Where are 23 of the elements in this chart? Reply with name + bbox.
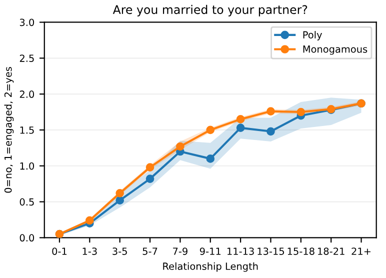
y-tick-label: 0.5 — [20, 198, 34, 206]
x-axis-title: Relationship Length — [163, 262, 258, 272]
x-tick-label: 5-7 — [142, 248, 158, 255]
chart-title: Are you married to your partner? — [112, 4, 308, 16]
x-tick-label: 11-13 — [227, 248, 254, 255]
legend-label: Poly — [303, 30, 322, 40]
x-tick-label: 9-11 — [200, 248, 221, 255]
x-tick-label: 3-5 — [112, 248, 127, 255]
y-tick-label: 1.5 — [20, 126, 34, 134]
y-tick-label: 2.0 — [20, 90, 34, 98]
x-tick-label: 15-18 — [288, 248, 314, 255]
x-tick-label: 21+ — [352, 248, 370, 255]
y-tick-label: 3.0 — [20, 18, 34, 26]
x-tick-label: 1-3 — [82, 248, 97, 255]
x-tick-label: 0-1 — [52, 248, 67, 255]
legend-label: Monogamous — [303, 46, 368, 55]
x-tick-label: 13-15 — [258, 248, 284, 255]
y-tick-label: 1.0 — [20, 162, 34, 170]
y-axis-title: 0=no, 1=engaged, 2=yes — [4, 67, 14, 193]
y-tick-label: 2.5 — [20, 54, 34, 62]
x-tick-label: 18-21 — [318, 248, 344, 255]
x-tick-label: 7-9 — [173, 248, 188, 255]
y-tick-label: 0.0 — [20, 234, 34, 242]
